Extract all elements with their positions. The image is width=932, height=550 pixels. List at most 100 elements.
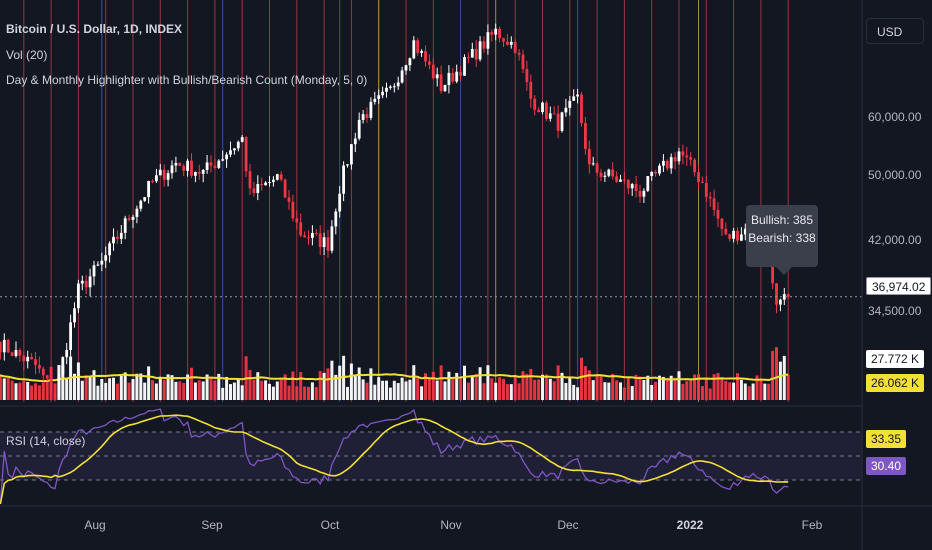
volume-bar (213, 380, 217, 400)
candle-bearish (252, 188, 256, 193)
volume-bar (170, 375, 174, 400)
volume-indicator-label[interactable]: Vol (20) (6, 48, 48, 62)
candle-bullish (650, 171, 654, 177)
candle-bearish (708, 196, 712, 199)
volume-bar (104, 382, 108, 400)
candle-bullish (2, 339, 6, 353)
volume-bar (18, 382, 22, 400)
candle-bullish (205, 162, 209, 170)
volume-bar (22, 380, 26, 400)
volume-bar (712, 374, 716, 400)
volume-bar (256, 372, 260, 400)
rsi-indicator-label[interactable]: RSI (14, close) (6, 434, 86, 448)
volume-bar (45, 380, 49, 400)
candle-bearish (248, 171, 252, 189)
volume-bar (381, 380, 385, 400)
candle-bearish (623, 179, 626, 181)
volume-bar (236, 379, 240, 400)
time-tick: Aug (84, 518, 106, 532)
candle-bearish (615, 176, 618, 182)
volume-ma (0, 373, 789, 382)
volume-bar (658, 375, 661, 400)
candle-bullish (369, 101, 373, 118)
candle-bullish (229, 150, 232, 155)
volume-bar (743, 383, 747, 400)
candle-bearish (482, 41, 486, 49)
candle-bearish (295, 218, 299, 223)
volume-bar (447, 371, 451, 400)
volume-bar (673, 377, 677, 400)
volume-value-tag: 27.772 K (866, 350, 925, 368)
tooltip-arrow (776, 267, 792, 275)
volume-bar (2, 378, 6, 400)
volume-bar (271, 386, 275, 400)
volume-bar (158, 376, 162, 400)
volume-bar (681, 383, 685, 400)
candle-bullish (564, 107, 568, 113)
volume-ma-tag: 26.062 K (866, 374, 925, 392)
volume-bar (186, 374, 190, 400)
volume-bar (92, 370, 96, 400)
candle-bullish (389, 86, 392, 88)
candle-bearish (30, 356, 33, 360)
volume-bar (310, 382, 314, 400)
candle-bearish (279, 174, 283, 180)
volume-bar (697, 374, 700, 400)
volume-bar (420, 386, 424, 400)
volume-bar (147, 366, 151, 400)
candle-bullish (131, 216, 135, 220)
volume-bar (544, 374, 548, 400)
volume-bar (61, 364, 65, 400)
volume-bar (342, 355, 346, 400)
volume-bar (396, 383, 400, 400)
volume-bar (197, 380, 201, 400)
volume-bar (622, 387, 626, 400)
candle-bullish (80, 280, 84, 284)
candle-bearish (720, 218, 724, 229)
candle-bullish (435, 74, 439, 79)
volume-bar (41, 382, 45, 400)
volume-bar (619, 382, 622, 400)
candle-bullish (541, 102, 544, 113)
volume-bar (291, 371, 295, 400)
volume-bar (287, 385, 291, 400)
volume-bar (268, 383, 271, 400)
volume-bar (759, 379, 763, 400)
candle-bullish (779, 299, 782, 305)
volume-bar (466, 382, 470, 400)
volume-bar (14, 383, 18, 400)
candle-bullish (100, 260, 104, 265)
volume-bar (728, 382, 732, 400)
candle-bullish (311, 232, 314, 238)
candle-bearish (665, 160, 669, 169)
volume-bar (583, 366, 587, 400)
candle-bullish (221, 159, 225, 161)
volume-bar (548, 378, 552, 400)
volume-bar (30, 385, 34, 400)
candle-bullish (61, 357, 65, 375)
volume-bar (494, 382, 498, 400)
volume-bar (595, 374, 599, 400)
volume-bar (591, 380, 595, 400)
candle-bullish (560, 112, 564, 131)
candle-bearish (681, 151, 685, 156)
candle-bullish (119, 232, 123, 239)
currency-button[interactable]: USD (866, 18, 924, 44)
candle-bullish (782, 294, 786, 300)
highlighter-indicator-label[interactable]: Day & Monthly Highlighter with Bullish/B… (6, 73, 368, 87)
volume-bar (275, 381, 279, 400)
candle-bullish (494, 28, 498, 35)
candle-bearish (182, 165, 186, 171)
price-tick: 60,000.00 (868, 110, 922, 124)
candle-bearish (580, 94, 583, 124)
volume-bar (377, 377, 381, 400)
candle-bullish (217, 160, 221, 168)
candle-bullish (607, 169, 611, 176)
candle-bearish (53, 393, 57, 398)
volume-bar (470, 375, 474, 400)
candle-bearish (318, 233, 322, 248)
volume-bar (322, 372, 326, 400)
candle-bearish (584, 123, 587, 149)
volume-bar (611, 373, 615, 400)
